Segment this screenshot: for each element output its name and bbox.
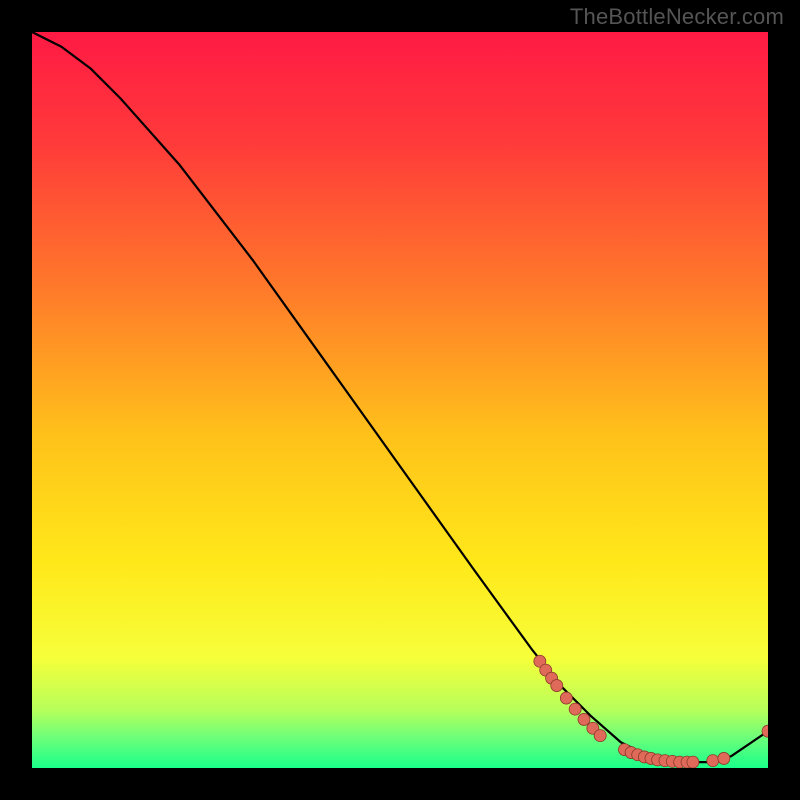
data-marker bbox=[551, 680, 563, 692]
curve-layer bbox=[32, 32, 768, 768]
data-marker bbox=[560, 692, 572, 704]
data-marker bbox=[718, 752, 730, 764]
data-marker bbox=[578, 713, 590, 725]
plot-area bbox=[32, 32, 768, 768]
data-marker bbox=[594, 730, 606, 742]
attribution-text: TheBottleNecker.com bbox=[570, 4, 784, 30]
bottleneck-curve bbox=[32, 32, 768, 762]
data-marker bbox=[687, 756, 699, 768]
chart-root: TheBottleNecker.com bbox=[0, 0, 800, 800]
data-marker bbox=[707, 755, 719, 767]
data-marker bbox=[569, 703, 581, 715]
